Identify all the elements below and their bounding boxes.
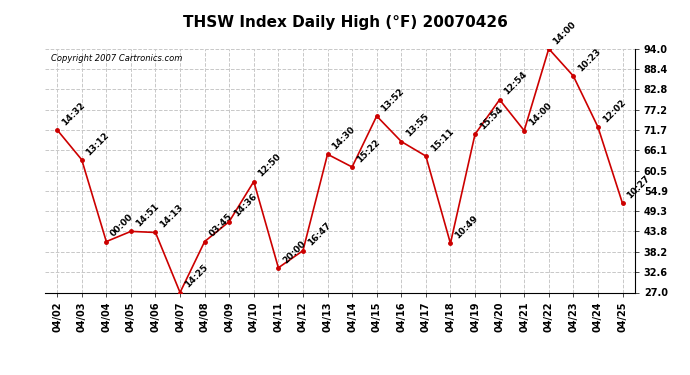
Text: 14:13: 14:13: [158, 203, 185, 230]
Text: 10:49: 10:49: [453, 214, 480, 241]
Text: 13:55: 13:55: [404, 112, 431, 139]
Text: 12:50: 12:50: [257, 152, 283, 179]
Text: 10:23: 10:23: [576, 47, 602, 73]
Text: Copyright 2007 Cartronics.com: Copyright 2007 Cartronics.com: [51, 54, 182, 63]
Text: 12:54: 12:54: [502, 70, 529, 97]
Text: 14:25: 14:25: [183, 263, 210, 290]
Text: 13:12: 13:12: [84, 130, 111, 157]
Text: 14:00: 14:00: [551, 20, 578, 46]
Text: 20:00: 20:00: [281, 238, 308, 265]
Text: 12:02: 12:02: [601, 98, 627, 124]
Text: 14:00: 14:00: [527, 101, 553, 128]
Text: 14:36: 14:36: [232, 192, 259, 219]
Text: 14:30: 14:30: [331, 125, 357, 152]
Text: 03:45: 03:45: [208, 212, 234, 239]
Text: 10:27: 10:27: [625, 174, 652, 201]
Text: 15:54: 15:54: [477, 105, 504, 132]
Text: 15:22: 15:22: [355, 138, 382, 164]
Text: 16:47: 16:47: [306, 221, 333, 248]
Text: THSW Index Daily High (°F) 20070426: THSW Index Daily High (°F) 20070426: [183, 15, 507, 30]
Text: 13:52: 13:52: [380, 87, 406, 113]
Text: 14:32: 14:32: [60, 100, 87, 127]
Text: 00:00: 00:00: [109, 213, 135, 239]
Text: 15:11: 15:11: [428, 127, 455, 153]
Text: 14:51: 14:51: [134, 202, 160, 229]
